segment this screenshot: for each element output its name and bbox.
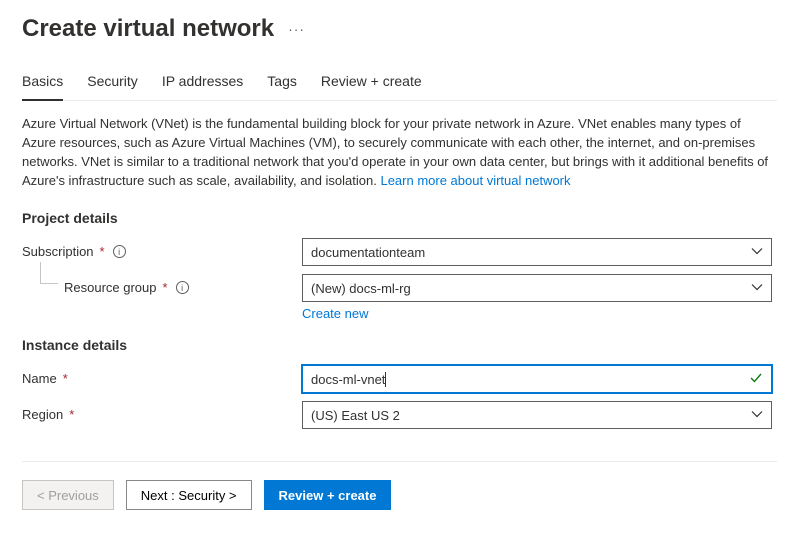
- page-title: Create virtual network: [22, 15, 274, 43]
- previous-button: < Previous: [22, 480, 114, 510]
- resource-group-label-text: Resource group: [64, 280, 157, 295]
- required-indicator: *: [69, 407, 74, 422]
- required-indicator: *: [100, 244, 105, 259]
- tab-basics[interactable]: Basics: [22, 73, 63, 101]
- resource-group-label: Resource group * i: [22, 274, 302, 295]
- section-project-details: Project details: [22, 210, 777, 226]
- review-create-button[interactable]: Review + create: [264, 480, 392, 510]
- info-icon[interactable]: i: [113, 245, 126, 258]
- create-new-link[interactable]: Create new: [302, 306, 368, 321]
- region-select[interactable]: (US) East US 2: [302, 401, 772, 429]
- chevron-down-icon: [751, 281, 763, 296]
- footer-buttons: < Previous Next : Security > Review + cr…: [22, 480, 777, 510]
- info-icon[interactable]: i: [176, 281, 189, 294]
- section-instance-details: Instance details: [22, 337, 777, 353]
- name-label-text: Name: [22, 371, 57, 386]
- name-input[interactable]: docs-ml-vnet: [302, 365, 772, 393]
- subscription-select[interactable]: documentationteam: [302, 238, 772, 266]
- footer-separator: [22, 461, 777, 462]
- tab-tags[interactable]: Tags: [267, 73, 297, 100]
- tab-review-create[interactable]: Review + create: [321, 73, 422, 100]
- region-label: Region *: [22, 401, 302, 422]
- tabs-bar: Basics Security IP addresses Tags Review…: [22, 73, 777, 101]
- subscription-label-text: Subscription: [22, 244, 94, 259]
- chevron-down-icon: [751, 408, 763, 423]
- chevron-down-icon: [751, 245, 763, 260]
- tab-security[interactable]: Security: [87, 73, 138, 100]
- indent-line: [40, 262, 58, 284]
- required-indicator: *: [163, 280, 168, 295]
- name-value: docs-ml-vnet: [311, 372, 386, 387]
- region-label-text: Region: [22, 407, 63, 422]
- subscription-label: Subscription * i: [22, 238, 302, 259]
- more-actions-icon[interactable]: ···: [288, 21, 305, 37]
- tab-ip-addresses[interactable]: IP addresses: [162, 73, 243, 100]
- next-button[interactable]: Next : Security >: [126, 480, 252, 510]
- description-text: Azure Virtual Network (VNet) is the fund…: [22, 115, 777, 190]
- subscription-value: documentationteam: [311, 245, 425, 260]
- learn-more-link[interactable]: Learn more about virtual network: [380, 173, 570, 188]
- resource-group-select[interactable]: (New) docs-ml-rg: [302, 274, 772, 302]
- check-icon: [749, 371, 763, 388]
- name-label: Name *: [22, 365, 302, 386]
- required-indicator: *: [63, 371, 68, 386]
- resource-group-value: (New) docs-ml-rg: [311, 281, 411, 296]
- region-value: (US) East US 2: [311, 408, 400, 423]
